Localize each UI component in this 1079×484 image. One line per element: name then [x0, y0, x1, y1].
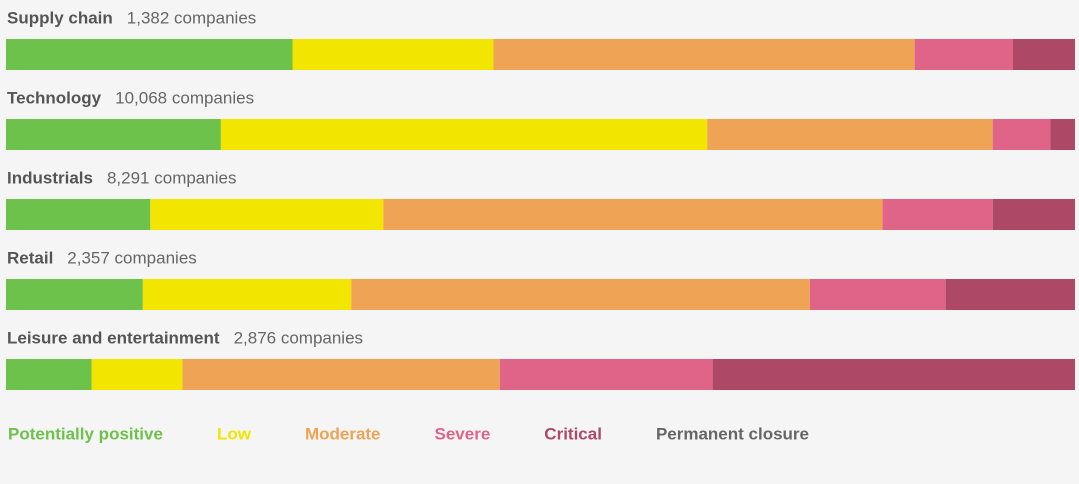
bar-segment	[809, 279, 946, 310]
company-count: 2,357 companies	[67, 248, 196, 267]
bar-segment	[6, 119, 221, 150]
bar-segment	[91, 359, 183, 390]
category-label: Technology	[7, 88, 102, 107]
bar-segment	[707, 119, 993, 150]
bar-segment	[292, 39, 494, 70]
bar-segment	[992, 119, 1051, 150]
bar-segment	[914, 39, 1013, 70]
bar-segment	[1012, 39, 1075, 70]
category-label: Industrials	[7, 168, 93, 187]
bar-segment	[882, 199, 993, 230]
bar-segment	[499, 359, 713, 390]
bar-segment	[493, 39, 915, 70]
company-count: 2,876 companies	[234, 328, 363, 347]
bar-segment	[182, 359, 500, 390]
bar-segment	[712, 359, 1075, 390]
bar-segment	[1050, 119, 1075, 150]
bar-segment	[220, 119, 708, 150]
category-label: Supply chain	[7, 8, 113, 27]
legend-label: Low	[217, 424, 252, 443]
bar-segment	[383, 199, 883, 230]
bar-segment	[6, 279, 143, 310]
legend-label: Severe	[435, 424, 491, 443]
legend-label: Permanent closure	[656, 424, 809, 443]
bar-segment	[150, 199, 384, 230]
company-count: 1,382 companies	[127, 8, 256, 27]
legend-label: Critical	[544, 424, 602, 443]
legend-label: Moderate	[305, 424, 381, 443]
category-label: Retail	[7, 248, 53, 267]
legend-label: Potentially positive	[8, 424, 163, 443]
bar-segment	[6, 39, 293, 70]
bar-segment	[945, 279, 1075, 310]
bar-segment	[142, 279, 352, 310]
company-count: 8,291 companies	[107, 168, 236, 187]
bar-segment	[6, 359, 92, 390]
bar-segment	[992, 199, 1075, 230]
company-count: 10,068 companies	[115, 88, 254, 107]
bar-segment	[6, 199, 151, 230]
category-label: Leisure and entertainment	[7, 328, 220, 347]
bar-segment	[351, 279, 810, 310]
